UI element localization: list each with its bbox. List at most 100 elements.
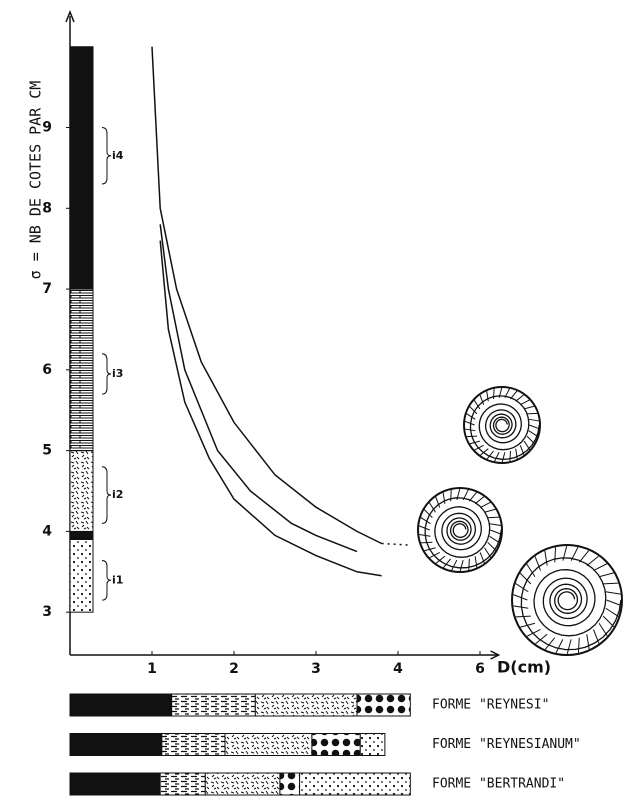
zone-brace	[101, 353, 112, 395]
y-tick-label: 8	[42, 200, 52, 216]
ammonite-rib	[487, 541, 497, 551]
ammonite-rib	[484, 508, 496, 513]
bar-segment	[311, 733, 361, 756]
ammonite-rib	[578, 550, 590, 563]
ammonite-rib	[474, 556, 478, 568]
bar-segment	[204, 772, 281, 796]
column-segment	[69, 538, 94, 613]
y-tick-label: 5	[42, 443, 52, 459]
ammonite-rib	[526, 563, 536, 577]
bar-segment	[254, 693, 358, 717]
curve	[151, 46, 382, 545]
ammonite-rib	[605, 607, 619, 617]
ammonite-rib	[466, 413, 476, 420]
ammonite-rib	[456, 488, 461, 501]
ammonite-rib	[486, 390, 489, 402]
bar-segment	[299, 772, 411, 796]
x-axis-label: D(cm)	[497, 658, 551, 677]
ammonite-spiral	[424, 497, 502, 569]
ammonite-rib	[493, 451, 500, 462]
ammonite-rib	[598, 572, 614, 578]
ammonite-rib	[473, 399, 481, 410]
ammonite-rib	[424, 547, 436, 552]
x-tick-label: 2	[229, 661, 239, 677]
ammonite-rib	[420, 541, 433, 544]
ammonite-rib	[598, 623, 608, 637]
ammonite-rib	[510, 390, 518, 400]
ammonite-rib	[493, 388, 495, 400]
y-axis-label: σ = NB DE COTES PAR CM	[27, 81, 45, 280]
zone-brace	[101, 466, 112, 524]
ammonite-rib	[554, 547, 557, 563]
zone-label: i2	[112, 488, 123, 501]
x-tick-label: 1	[147, 661, 157, 677]
bar-segment	[224, 733, 313, 756]
column-segment	[69, 288, 94, 452]
ammonite-rib	[509, 450, 511, 462]
ammonite-rib	[423, 509, 433, 519]
ammonite-rib	[487, 516, 500, 519]
ammonite-rib	[420, 517, 431, 525]
ammonite-rib	[520, 622, 536, 628]
ammonite-rib	[535, 633, 548, 645]
ammonite-rib	[555, 639, 564, 654]
ammonite-rib	[490, 529, 502, 535]
ammonite-rib	[418, 525, 430, 531]
ammonite-rib	[474, 496, 485, 505]
ammonite-rib	[419, 534, 431, 537]
ammonite-rib	[501, 452, 506, 463]
ammonite-rib	[435, 555, 446, 564]
ammonite-rib	[464, 420, 475, 426]
bar-segment	[279, 772, 301, 796]
ammonite-rib	[524, 405, 535, 410]
bar-segment	[171, 693, 256, 717]
zone-brace	[101, 127, 112, 185]
ammonite-rib	[479, 448, 489, 456]
ammonite-rib	[544, 550, 548, 566]
ammonite-shell	[463, 386, 541, 464]
bar-segment	[359, 733, 386, 756]
ammonite-rib	[515, 615, 531, 618]
ammonite-rib	[468, 492, 477, 502]
ammonite-rib	[450, 489, 452, 502]
column-segment	[69, 450, 94, 532]
ammonite-rib	[577, 637, 580, 653]
ammonite-rib	[474, 444, 484, 451]
ammonite-rib	[466, 435, 478, 438]
ammonite-rib	[520, 399, 530, 406]
ammonite-rib	[562, 545, 568, 561]
ammonite-spiral	[520, 557, 622, 651]
curve	[159, 224, 358, 553]
ammonite-rib	[435, 496, 441, 508]
ammonite-rib	[515, 583, 529, 593]
x-tick-label: 3	[311, 661, 321, 677]
column-segment	[69, 46, 94, 290]
y-tick-label: 4	[42, 523, 52, 539]
ammonite-rib	[526, 435, 535, 444]
ammonite-rib	[605, 591, 621, 595]
ammonite-rib	[443, 558, 452, 568]
ammonite-rib	[515, 394, 525, 402]
ammonites	[417, 386, 623, 656]
ammonite-rib	[513, 594, 528, 601]
column-segment	[69, 530, 94, 540]
y-tick-label: 9	[42, 120, 52, 136]
x-tick-label: 4	[393, 661, 403, 677]
ammonite-rib	[515, 448, 518, 460]
ammonite-rib	[451, 559, 458, 571]
bar-segment	[69, 772, 161, 796]
ammonite-rib	[462, 489, 469, 501]
ammonite-spiral	[469, 395, 540, 460]
ammonite-rib	[442, 492, 446, 504]
ammonite-rib	[480, 501, 491, 508]
ammonite-rib	[428, 502, 436, 513]
ammonite-rib	[469, 440, 480, 445]
bar-label: FORME "REYNESI"	[432, 698, 549, 713]
bar-segment	[161, 733, 226, 756]
ammonite-rib	[429, 552, 440, 559]
ammonite-rib	[523, 440, 531, 451]
bar-label: FORME "REYNESIANUM"	[432, 737, 581, 752]
ammonite-rib	[526, 412, 538, 415]
zone-label: i1	[112, 573, 123, 586]
